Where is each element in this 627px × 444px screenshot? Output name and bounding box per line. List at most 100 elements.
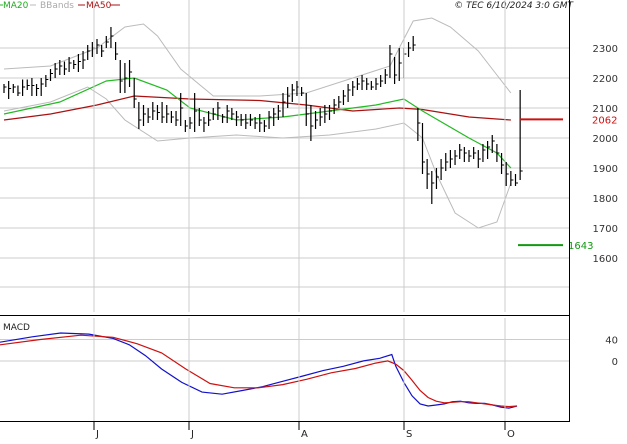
- legend-ma20: MA20: [3, 1, 29, 11]
- price-bar: [82, 51, 86, 69]
- price-bar: [384, 69, 388, 84]
- price-bar: [449, 150, 453, 168]
- price-tick-label: 1800: [593, 194, 618, 205]
- price-bar: [49, 69, 53, 81]
- price-bar: [417, 108, 421, 141]
- price-tick-label: 2200: [593, 74, 618, 85]
- price-bar: [426, 159, 430, 189]
- price-bar: [12, 84, 16, 93]
- macd-line: [0, 332, 518, 409]
- price-bar: [180, 93, 184, 126]
- price-bar: [305, 93, 309, 126]
- price-bar: [194, 93, 198, 132]
- price-bar: [208, 111, 212, 126]
- price-bar: [17, 85, 21, 96]
- price-bar: [152, 102, 156, 120]
- price-bar: [380, 75, 384, 87]
- price-bar: [22, 79, 26, 96]
- price-tick-label: 1900: [593, 164, 618, 175]
- price-bar: [463, 147, 467, 162]
- price-bar: [287, 87, 291, 108]
- price-bar: [435, 168, 439, 189]
- price-bar: [170, 111, 174, 123]
- x-tick-label: S: [406, 429, 412, 440]
- price-bar: [189, 117, 193, 129]
- price-bar: [77, 54, 81, 72]
- price-bar: [35, 84, 40, 96]
- macd_signal-line: [0, 334, 518, 408]
- price-bar: [217, 102, 221, 120]
- price-bar: [101, 45, 105, 57]
- price-bar: [254, 117, 258, 129]
- price-bar: [505, 162, 509, 186]
- price-bar: [500, 153, 505, 174]
- price-tick-label: 1700: [593, 224, 618, 235]
- price-bar: [487, 141, 491, 159]
- price-bar: [347, 84, 351, 102]
- price-bar: [468, 150, 472, 162]
- price-bar: [40, 78, 44, 96]
- price-tick-label: 1600: [593, 254, 618, 265]
- price-bar: [394, 57, 398, 84]
- price-bar: [431, 171, 435, 204]
- price-bar: [212, 108, 216, 120]
- macd-lines: [0, 332, 518, 409]
- price-bar: [59, 60, 63, 75]
- price-bar: [54, 63, 58, 78]
- price-bar: [161, 102, 165, 123]
- price-bar: [477, 150, 481, 168]
- price-bar: [124, 63, 128, 93]
- price-bar: [226, 105, 230, 123]
- price-bar: [454, 150, 458, 165]
- price-bar: [314, 111, 319, 129]
- price-bar: [333, 99, 337, 114]
- price-bar: [482, 144, 486, 162]
- macd-tick-label: 40: [605, 335, 618, 346]
- price-bar: [361, 75, 365, 90]
- price-bar: [147, 108, 151, 123]
- price-bar: [31, 78, 35, 96]
- price-bar: [142, 105, 146, 126]
- macd-axis-ticks: 40 0: [605, 335, 618, 367]
- price-tick-label: 2100: [593, 104, 618, 115]
- price-bar: [87, 45, 91, 60]
- price-bar: [45, 75, 49, 87]
- price-bar: [8, 81, 12, 99]
- price-tick-label: 2300: [593, 44, 618, 55]
- price-bar: [514, 174, 518, 186]
- price-bar: [245, 114, 249, 129]
- price-bar: [338, 96, 342, 108]
- price-bar: [277, 105, 281, 120]
- price-bar: [491, 135, 495, 153]
- legend-bbands: BBands: [40, 1, 74, 11]
- price-bar: [235, 111, 239, 126]
- price-bar: [301, 87, 305, 96]
- price-bar: [324, 105, 328, 123]
- price-bar: [375, 78, 379, 90]
- price-bar: [370, 81, 374, 90]
- price-bar: [231, 108, 235, 120]
- macd-tick-label: 0: [612, 357, 618, 368]
- price-bar: [128, 60, 133, 87]
- price-bar: [268, 111, 272, 129]
- price-bar: [421, 123, 425, 174]
- price-bar: [203, 117, 207, 132]
- price-bar: [105, 36, 109, 48]
- price-tick-label: 2000: [593, 134, 618, 145]
- price-bar: [263, 120, 267, 132]
- price-bar: [198, 108, 202, 126]
- macd-title: MACD: [3, 323, 30, 333]
- price-bar: [240, 114, 244, 126]
- price-bar: [249, 114, 253, 126]
- price-bar: [184, 120, 188, 132]
- price-bar: [138, 102, 142, 129]
- x-tick-label: O: [507, 429, 515, 440]
- price-bar: [356, 78, 360, 90]
- price-bar: [459, 144, 463, 159]
- price-axis-ticks: 2300 2200 2100 2000 1900 1800 1700 1600: [593, 44, 618, 265]
- price-bar: [175, 111, 179, 126]
- timestamp: © TEC 6/10/2024 3:0 GMT: [454, 1, 574, 11]
